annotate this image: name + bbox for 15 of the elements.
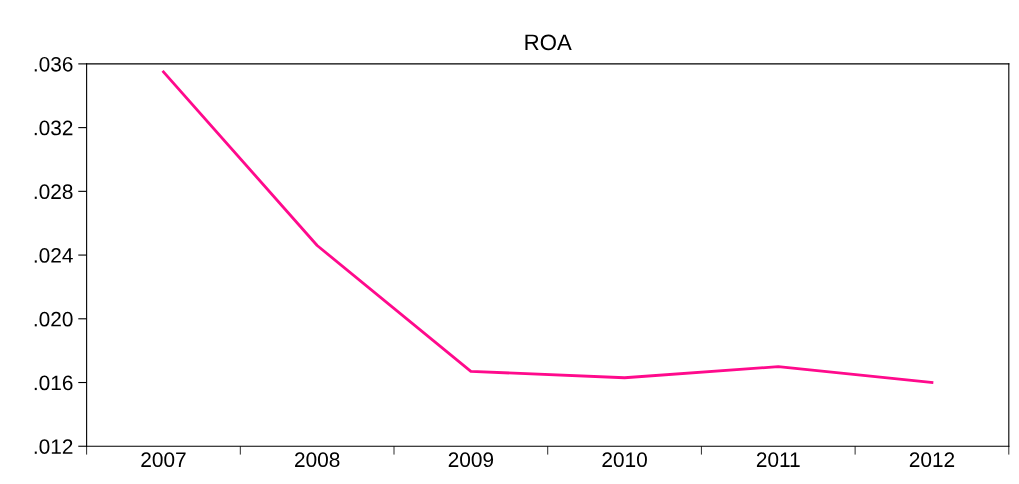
x-tick-label: 2011 [756,452,800,468]
x-tick-label: 2009 [448,452,494,468]
y-tick-label: .020 [34,311,73,327]
line-series [162,70,934,384]
x-tick-label: 2012 [909,452,955,468]
y-tick-label: .028 [34,184,73,200]
x-tick-label: 2010 [602,452,647,468]
y-tick-label: .012 [34,439,73,454]
x-tick-label: 2008 [295,452,340,468]
y-tick-label: .032 [34,120,73,136]
x-tick-label: 2007 [141,452,186,468]
chart-title: ROA [525,34,572,51]
y-tick-label: .024 [34,248,73,263]
y-tick-label: .016 [34,375,73,391]
y-tick-label: .036 [34,56,73,72]
